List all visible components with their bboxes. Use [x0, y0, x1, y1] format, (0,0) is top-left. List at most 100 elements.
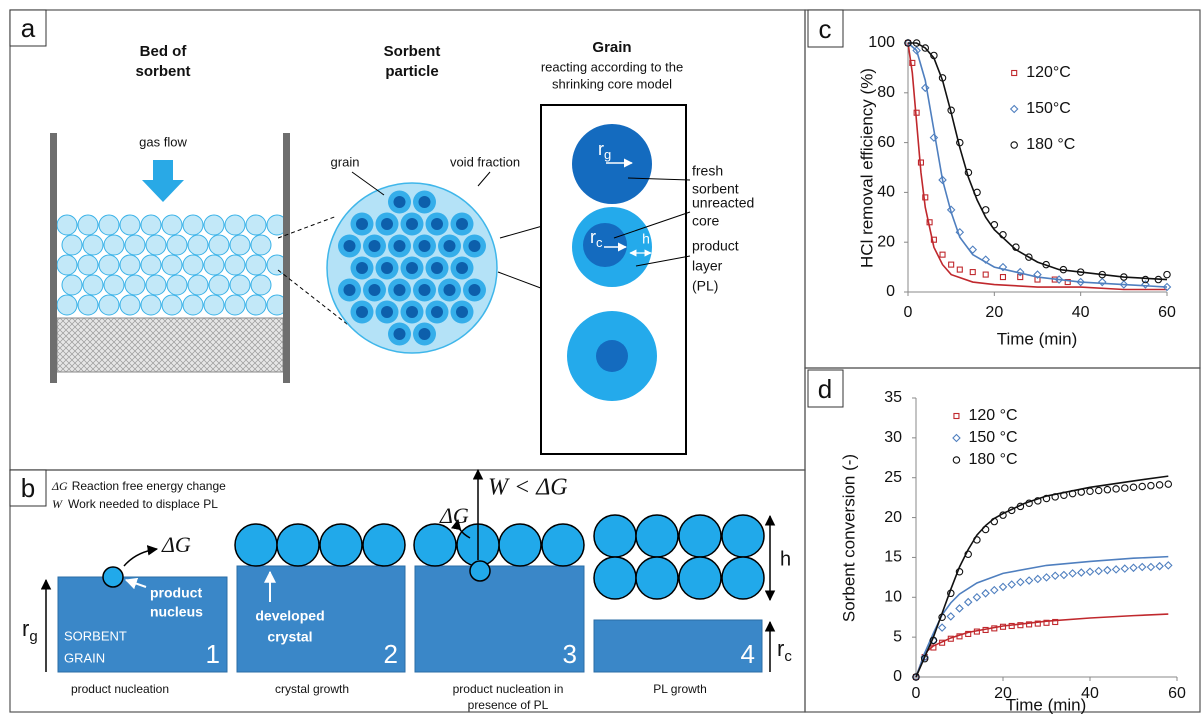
- marker: [1087, 568, 1094, 575]
- fresh-grain: [572, 124, 652, 204]
- legend-text: Work needed to displace PL: [68, 497, 218, 511]
- bed-title: Bed of: [140, 43, 188, 60]
- bed-particle: [209, 275, 229, 295]
- symbol: r: [777, 636, 784, 661]
- bed-particle: [57, 295, 77, 315]
- bed-particle: [141, 215, 161, 235]
- marker: [982, 590, 989, 597]
- marker: [1147, 563, 1154, 570]
- layer-label: (PL): [692, 278, 718, 294]
- bed-particle: [78, 215, 98, 235]
- sorbent-block: [415, 566, 584, 672]
- marker: [1164, 271, 1170, 277]
- marker: [1078, 569, 1085, 576]
- stage-caption: crystal growth: [275, 682, 349, 696]
- work-inequality: W < ΔG: [488, 475, 568, 501]
- bed-particle: [246, 215, 266, 235]
- y-tick-label: 20: [884, 509, 902, 526]
- y-tick-label: 40: [877, 184, 895, 201]
- marker: [1156, 563, 1163, 570]
- marker: [1156, 482, 1162, 488]
- grain-core: [369, 284, 381, 296]
- bed-particle: [125, 275, 145, 295]
- bed-particle: [225, 255, 245, 275]
- grain-core: [381, 218, 393, 230]
- stage-number: 3: [563, 639, 577, 669]
- subscript: c: [596, 235, 603, 250]
- bed-particle: [78, 295, 98, 315]
- fit-line: [916, 614, 1168, 677]
- marker: [1130, 484, 1136, 490]
- marker: [1165, 481, 1171, 487]
- marker: [991, 222, 997, 228]
- marker: [1096, 487, 1102, 493]
- grain-core: [431, 218, 443, 230]
- marker: [965, 599, 972, 606]
- marker: [1069, 570, 1076, 577]
- stage-number: 2: [384, 639, 398, 669]
- subscript: c: [784, 648, 792, 665]
- x-tick-label: 60: [1158, 304, 1176, 321]
- y-tick-label: 80: [877, 84, 895, 101]
- gas-flow-arrow: [142, 160, 184, 202]
- grain-core: [456, 218, 468, 230]
- grain-subtitle: shrinking core model: [552, 76, 672, 91]
- marker: [973, 594, 980, 601]
- marker: [1008, 581, 1015, 588]
- y-tick-label: 0: [886, 283, 895, 300]
- stage-number: 4: [741, 639, 755, 669]
- y-tick-label: 35: [884, 389, 902, 406]
- x-axis-title: Time (min): [997, 329, 1078, 348]
- marker: [1026, 577, 1033, 584]
- marker: [956, 605, 963, 612]
- marker: [957, 267, 962, 272]
- marker: [1099, 279, 1106, 286]
- grain-core: [356, 306, 368, 318]
- bed-particle: [83, 235, 103, 255]
- grain-subtitle: reacting according to the: [541, 59, 683, 74]
- crystal-label: crystal: [267, 629, 312, 645]
- grain-title: Grain: [592, 39, 631, 56]
- layer-label: layer: [692, 258, 723, 274]
- bed-particle: [162, 215, 182, 235]
- bed-particle: [120, 255, 140, 275]
- x-tick-label: 40: [1072, 304, 1090, 321]
- grain-core: [394, 328, 406, 340]
- crystal-label: developed: [255, 608, 324, 624]
- crystals: [235, 524, 405, 566]
- bed-particle: [230, 235, 250, 255]
- grain-core: [419, 328, 431, 340]
- bed-particle: [225, 215, 245, 235]
- sorbent-block: [594, 620, 762, 672]
- bed-particle: [167, 235, 187, 255]
- crystals: [594, 515, 764, 599]
- zoom-line: [500, 225, 546, 238]
- marker: [1113, 566, 1120, 573]
- marker: [1000, 583, 1007, 590]
- bed-particle: [246, 295, 266, 315]
- panel-label: c: [819, 14, 832, 44]
- particle-title: particle: [385, 63, 438, 80]
- figure: a Bed of sorbent Sorbent particle Grain …: [0, 0, 1203, 718]
- nucleus: [103, 567, 123, 587]
- marker: [991, 587, 998, 594]
- marker: [1034, 575, 1041, 582]
- marker: [949, 262, 954, 267]
- leader-line: [478, 172, 490, 186]
- bed-support: [57, 318, 283, 372]
- grain-core: [394, 196, 406, 208]
- grain-core: [419, 240, 431, 252]
- bed-particle: [120, 295, 140, 315]
- grain-core: [394, 240, 406, 252]
- bed-particle: [209, 235, 229, 255]
- y-tick-label: 0: [893, 668, 902, 685]
- bed-particle: [104, 275, 124, 295]
- y-tick-label: 60: [877, 134, 895, 151]
- bed-particle: [83, 275, 103, 295]
- y-tick-label: 5: [893, 628, 902, 645]
- y-axis-title: Sorbent conversion (-): [839, 454, 858, 622]
- bed-particle: [251, 275, 271, 295]
- energy-arrow: [124, 549, 157, 566]
- bed-particle: [246, 255, 266, 275]
- marker: [939, 624, 946, 631]
